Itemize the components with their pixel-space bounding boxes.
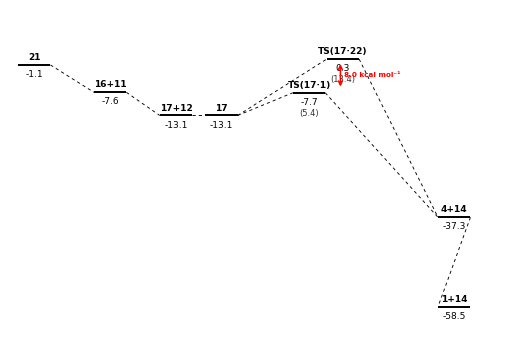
Text: -13.1: -13.1 bbox=[210, 120, 233, 129]
Text: 4+14: 4+14 bbox=[441, 205, 468, 214]
Text: -58.5: -58.5 bbox=[443, 312, 466, 321]
Text: 1+14: 1+14 bbox=[441, 295, 468, 304]
Text: 21: 21 bbox=[28, 53, 41, 62]
Text: 17: 17 bbox=[215, 104, 228, 112]
Text: -13.1: -13.1 bbox=[165, 120, 188, 129]
Text: -7.6: -7.6 bbox=[102, 97, 119, 106]
Text: 17+12: 17+12 bbox=[160, 104, 193, 112]
Text: -7.7: -7.7 bbox=[300, 98, 318, 107]
Text: (13.4): (13.4) bbox=[331, 75, 355, 84]
Text: -1.1: -1.1 bbox=[25, 70, 43, 79]
Text: (5.4): (5.4) bbox=[299, 109, 319, 118]
Text: TS(17·22): TS(17·22) bbox=[318, 47, 368, 56]
Text: -37.3: -37.3 bbox=[443, 222, 466, 231]
Text: TS(17·1): TS(17·1) bbox=[287, 81, 331, 90]
Text: 16+11: 16+11 bbox=[94, 80, 126, 89]
Text: 8.0 kcal mol⁻¹: 8.0 kcal mol⁻¹ bbox=[344, 72, 400, 78]
Text: 0.3: 0.3 bbox=[336, 64, 350, 73]
